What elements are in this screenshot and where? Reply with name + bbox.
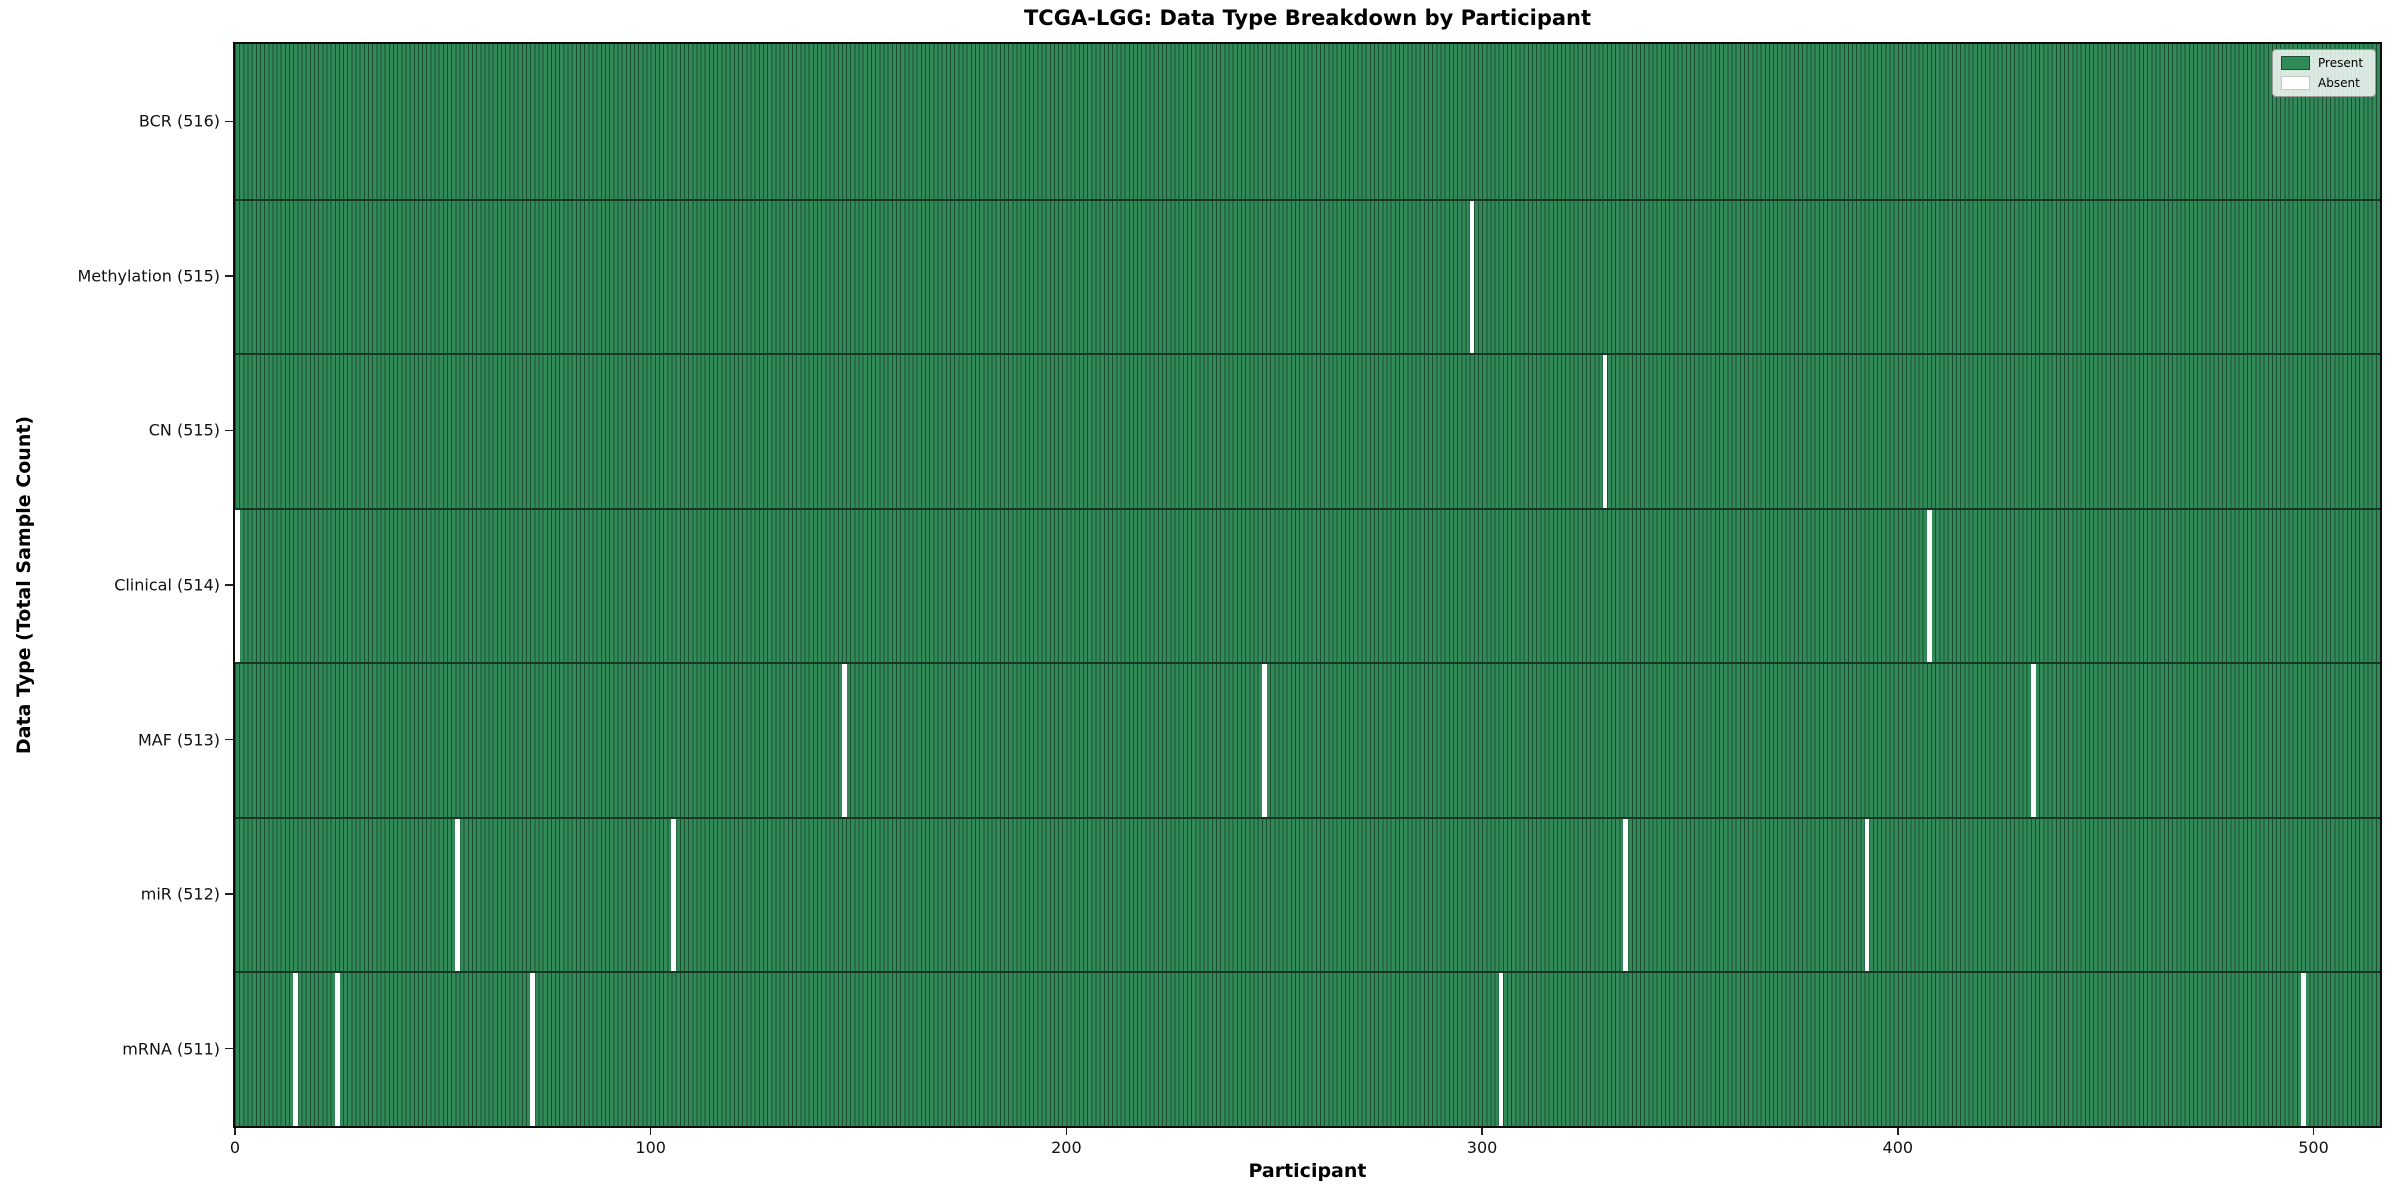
x-tick-label: 500 [2298, 1138, 2329, 1157]
absent-gap [1926, 509, 1932, 663]
y-tick-mark [225, 893, 233, 895]
absent-gap [293, 973, 298, 1126]
absent-gap [334, 973, 340, 1126]
absent-gap [455, 818, 461, 972]
legend-item-present: Present [2281, 56, 2367, 70]
y-tick-label: Methylation (515) [77, 266, 220, 286]
data-row-bcr [235, 44, 2380, 199]
absent-gap [841, 664, 847, 817]
legend-label-absent: Absent [2318, 76, 2360, 90]
absent-gap [1864, 818, 1870, 972]
plot-area: Present Absent [233, 42, 2382, 1128]
absent-gap [1261, 664, 1267, 817]
y-tick-label: mRNA (511) [122, 1039, 220, 1059]
x-tick-mark [234, 1128, 236, 1135]
data-row-cn [235, 353, 2380, 508]
x-tick-label: 200 [1051, 1138, 1082, 1157]
absent-gap [235, 509, 240, 663]
chart-title: TCGA-LGG: Data Type Breakdown by Partici… [1023, 6, 1592, 30]
data-row-maf [235, 662, 2380, 817]
absent-gap [2301, 973, 2306, 1126]
absent-swatch-icon [2281, 76, 2310, 90]
y-tick-mark [225, 584, 233, 586]
y-tick-label: MAF (513) [137, 730, 220, 750]
y-tick-label: CN (515) [148, 420, 220, 440]
absent-gap [671, 818, 677, 972]
legend-item-absent: Absent [2281, 76, 2367, 90]
y-tick-mark [225, 120, 233, 123]
x-tick-label: 300 [1466, 1138, 1498, 1157]
y-tick-mark [225, 429, 233, 432]
x-tick-mark [1481, 1128, 1483, 1135]
data-row-mir [235, 816, 2380, 972]
absent-gap [530, 973, 535, 1126]
x-tick-mark [2312, 1128, 2315, 1135]
x-tick-label: 100 [635, 1138, 666, 1157]
y-tick-label: BCR (516) [138, 111, 220, 131]
absent-gap [1498, 973, 1504, 1126]
absent-gap [1469, 200, 1475, 354]
data-row-methylation [235, 198, 2380, 354]
y-tick-mark [225, 275, 233, 277]
x-tick-label: 0 [229, 1138, 241, 1157]
absent-gap [1602, 355, 1608, 508]
absent-gap [1623, 818, 1629, 972]
y-tick-label: miR (512) [140, 884, 220, 904]
x-tick-mark [1897, 1128, 1899, 1135]
legend-label-present: Present [2318, 56, 2364, 70]
y-tick-mark [225, 738, 233, 741]
x-tick-label: 400 [1882, 1138, 1914, 1157]
x-tick-mark [1065, 1128, 1068, 1135]
y-tick-label: Clinical (514) [114, 575, 220, 595]
x-axis-label: Participant [1248, 1160, 1367, 1182]
absent-gap [2030, 664, 2036, 817]
x-tick-mark [649, 1128, 652, 1135]
data-row-mrna [235, 971, 2380, 1126]
y-tick-mark [225, 1047, 233, 1050]
legend: Present Absent [2272, 49, 2376, 97]
present-swatch-icon [2281, 56, 2310, 70]
data-row-clinical [235, 507, 2380, 663]
